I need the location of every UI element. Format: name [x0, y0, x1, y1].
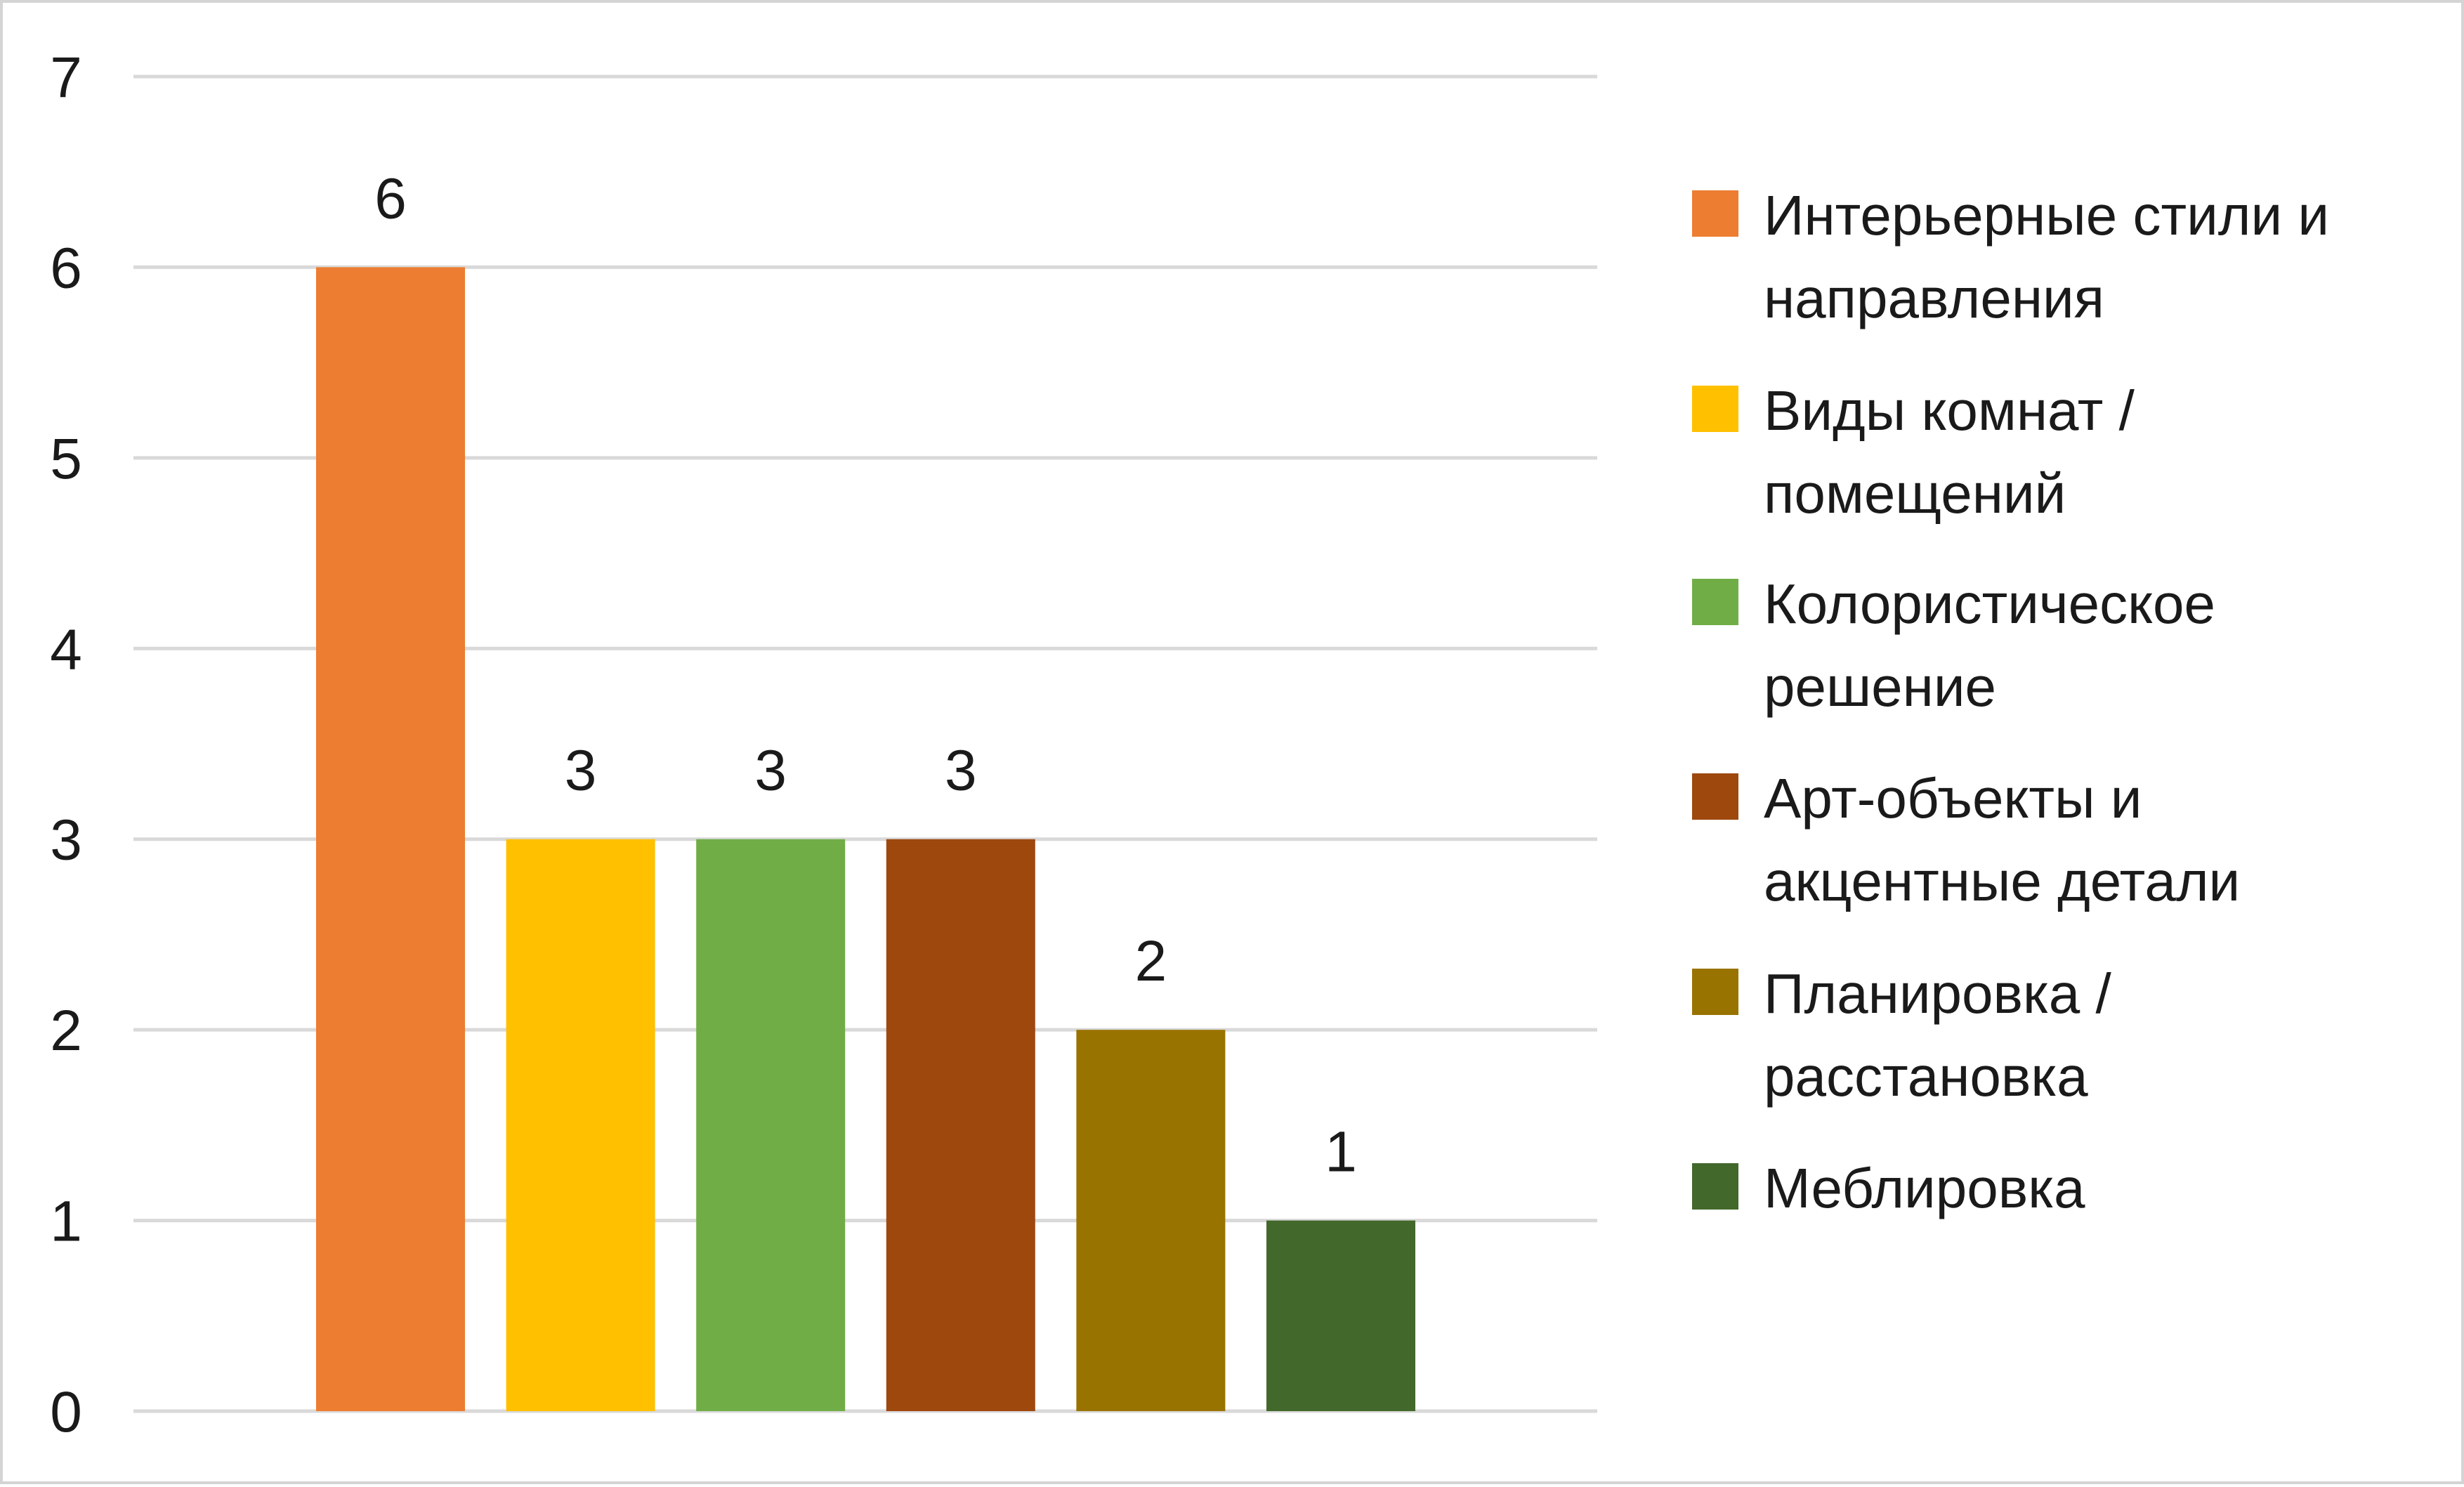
legend-label: помещений: [1764, 462, 2066, 525]
legend-swatch: [1692, 1163, 1738, 1210]
legend-swatch: [1692, 386, 1738, 432]
legend-label: Колористическое: [1764, 572, 2215, 635]
legend-label: расстановка: [1764, 1045, 2088, 1108]
y-tick-label: 4: [50, 617, 82, 681]
y-tick-label: 6: [50, 236, 82, 300]
bar: [886, 839, 1035, 1411]
bar: [1266, 1220, 1415, 1411]
data-label: 3: [945, 739, 977, 803]
y-tick-label: 5: [50, 427, 82, 491]
y-tick-label: 1: [50, 1190, 82, 1254]
y-tick-label: 2: [50, 999, 82, 1063]
bar: [696, 839, 846, 1411]
legend-swatch: [1692, 579, 1738, 625]
legend-label: Меблировка: [1764, 1157, 2085, 1219]
legend-label: решение: [1764, 655, 1996, 718]
legend-label: акцентные детали: [1764, 850, 2240, 912]
legend-label: Интерьерные стили и: [1764, 184, 2329, 247]
y-tick-label: 3: [50, 808, 82, 872]
data-label: 1: [1325, 1120, 1357, 1184]
bar-chart: 0 1 2 3 4 5 6 7 6 3 3 3 2 1 Интерьерные стили и напра…: [50, 46, 2329, 1444]
bar: [316, 267, 465, 1411]
legend-swatch: [1692, 773, 1738, 820]
data-label: 6: [374, 166, 407, 230]
data-labels: 6 3 3 3 2 1: [374, 166, 1357, 1184]
y-tick-label: 7: [50, 46, 82, 110]
data-label: 3: [754, 739, 787, 803]
legend-label: Планировка /: [1764, 962, 2112, 1025]
bar: [1076, 1030, 1226, 1411]
data-label: 3: [565, 739, 597, 803]
legend-swatch: [1692, 969, 1738, 1015]
legend-label: Виды комнат /: [1764, 379, 2135, 442]
legend-label: Арт-объекты и: [1764, 767, 2142, 830]
bars: [316, 267, 1415, 1411]
data-label: 2: [1135, 929, 1167, 993]
y-tick-label: 0: [50, 1380, 82, 1444]
legend-label: направления: [1764, 267, 2104, 329]
y-axis-tick-labels: 0 1 2 3 4 5 6 7: [50, 46, 82, 1444]
legend: Интерьерные стили и направления Виды комна…: [1692, 184, 2329, 1219]
legend-swatch: [1692, 190, 1738, 237]
bar: [506, 839, 655, 1411]
